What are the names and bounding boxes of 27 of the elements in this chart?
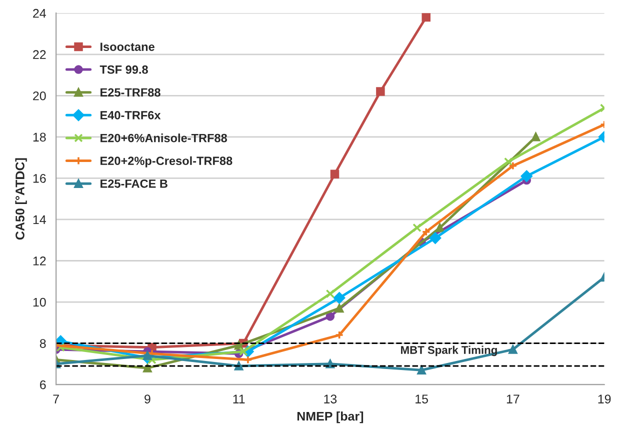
- x-tick-label: 11: [233, 394, 245, 404]
- x-tick-label: 19: [598, 394, 611, 404]
- legend-label: E20+6%Anisole-TRF88: [100, 134, 227, 142]
- x-tick-label: 13: [324, 394, 337, 404]
- y-tick-label: 22: [33, 50, 46, 59]
- x-tick-label: 7: [53, 394, 59, 404]
- x-tick-label: 17: [506, 394, 520, 404]
- y-tick-label: 18: [33, 132, 46, 142]
- y-tick-label: 20: [33, 91, 46, 100]
- y-tick-label: 8: [40, 339, 46, 348]
- x-tick-label: 15: [416, 394, 428, 404]
- legend-label: Isooctane: [100, 42, 154, 51]
- legend-label: TSF 99.8: [100, 65, 148, 74]
- y-tick-label: 10: [33, 298, 46, 307]
- y-tick-label: 6: [40, 380, 46, 390]
- x-tick-label: 9: [144, 394, 150, 404]
- legend-label: E20+2%p-Cresol-TRF88: [100, 156, 232, 168]
- y-tick-label: 12: [33, 256, 46, 266]
- y-tick-label: 16: [33, 174, 46, 183]
- legend-label: E40-TRF6x: [100, 111, 161, 120]
- legend-label: E25-FACE B: [100, 179, 168, 188]
- y-tick-label: 24: [33, 8, 46, 18]
- y-tick-label: 14: [33, 215, 46, 224]
- ref-line-label: MBT Spark Timing: [401, 346, 497, 356]
- y-axis-title: CA50 [°ATDC]: [15, 158, 27, 240]
- legend-label: E25-TRF88: [100, 88, 160, 97]
- x-axis-title: NMEP [bar]: [297, 411, 364, 424]
